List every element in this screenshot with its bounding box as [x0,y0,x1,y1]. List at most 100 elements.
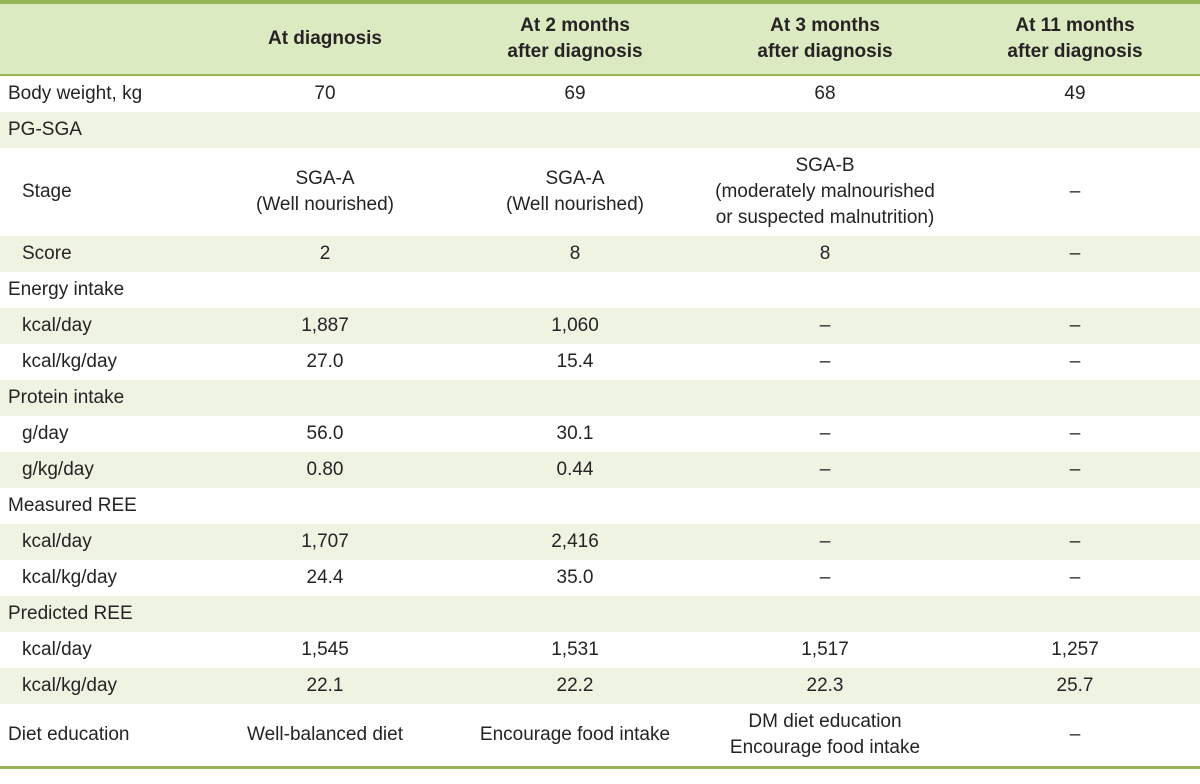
row-label: Score [22,243,72,264]
row-label: kcal/kg/day [22,675,118,696]
table-row: kcal/day 1,707 2,416 – – [0,524,1200,560]
data-cell: 69 [564,83,586,104]
section-row: PG-SGA [0,112,1200,148]
data-cell [200,272,450,308]
data-cell: DM diet education Encourage food intake [729,711,921,758]
data-cell: – [1069,181,1081,202]
table-row: kcal/kg/day 24.4 35.0 – – [0,560,1200,596]
table-row: Diet education Well-balanced diet Encourag… [0,704,1200,768]
data-cell [450,272,700,308]
data-cell [950,488,1200,524]
column-header-at-diagnosis: At diagnosis [200,2,450,75]
data-cell: Well-balanced diet [247,724,403,745]
data-cell: SGA-A (Well nourished) [506,168,644,215]
table-header-row: At diagnosis At 2 months after diagnosis… [0,2,1200,75]
table-row: kcal/day 1,887 1,060 – – [0,308,1200,344]
data-cell: – [1069,724,1081,745]
data-cell [700,488,950,524]
section-label: Measured REE [8,495,137,516]
row-label: Stage [22,181,72,202]
data-cell: – [819,531,831,552]
data-cell [700,112,950,148]
row-label: kcal/day [22,531,92,552]
data-cell: 30.1 [556,423,594,444]
data-cell: 1,060 [551,315,599,336]
data-cell: – [1069,351,1081,372]
data-cell: 1,531 [551,639,599,660]
data-cell [700,272,950,308]
data-cell: 1,707 [301,531,349,552]
section-label: Predicted REE [8,603,133,624]
data-cell: – [1069,243,1081,264]
data-cell: 2 [319,243,331,264]
data-cell: 1,257 [1051,639,1099,660]
row-label: kcal/day [22,639,92,660]
data-cell: 27.0 [306,351,344,372]
column-header-2-months: At 2 months after diagnosis [450,2,700,75]
column-header-11-months: At 11 months after diagnosis [950,2,1200,75]
data-cell [950,596,1200,632]
table-row: kcal/kg/day 27.0 15.4 – – [0,344,1200,380]
data-cell: 25.7 [1056,675,1094,696]
data-cell: 0.44 [556,459,594,480]
data-cell: – [819,459,831,480]
data-cell: 8 [569,243,581,264]
section-label: Energy intake [8,279,125,300]
data-cell: – [819,567,831,588]
section-row: Energy intake [0,272,1200,308]
data-cell: 0.80 [306,459,344,480]
data-cell [200,112,450,148]
section-label: PG-SGA [8,119,82,140]
data-cell: – [1069,567,1081,588]
column-header-3-months: At 3 months after diagnosis [700,2,950,75]
data-cell: 22.1 [306,675,344,696]
row-label: Body weight, kg [8,83,143,104]
data-cell: 8 [819,243,831,264]
data-cell: 49 [1064,83,1086,104]
data-cell: – [1069,315,1081,336]
data-cell [700,380,950,416]
row-label: kcal/kg/day [22,351,118,372]
data-cell: – [1069,531,1081,552]
section-row: Protein intake [0,380,1200,416]
row-label: Diet education [8,724,130,745]
data-cell: 35.0 [556,567,594,588]
data-cell: – [1069,459,1081,480]
bottom-spacer [0,769,1200,780]
data-cell: 1,545 [301,639,349,660]
table-row: Body weight, kg 70 69 68 49 [0,75,1200,112]
table-row: Score 2 8 8 – [0,236,1200,272]
table-body: Body weight, kg 70 69 68 49 PG-SGA Stage SGA-A … [0,75,1200,768]
table-row: g/kg/day 0.80 0.44 – – [0,452,1200,488]
data-cell [200,488,450,524]
data-cell: 24.4 [306,567,344,588]
data-cell: 1,887 [301,315,349,336]
section-row: Predicted REE [0,596,1200,632]
data-cell: SGA-B (moderately malnourished or suspec… [715,155,935,228]
data-cell: – [1069,423,1081,444]
column-header-empty [0,2,200,75]
row-label: g/day [22,423,69,444]
data-cell [450,488,700,524]
data-cell: Encourage food intake [479,724,671,745]
data-cell: 70 [314,83,336,104]
data-cell [950,112,1200,148]
table-row: kcal/kg/day 22.1 22.2 22.3 25.7 [0,668,1200,704]
table-row: Stage SGA-A (Well nourished) SGA-A (Well n… [0,148,1200,236]
data-cell [200,596,450,632]
data-cell [450,596,700,632]
section-row: Measured REE [0,488,1200,524]
row-label: kcal/day [22,315,92,336]
data-cell: – [819,423,831,444]
table-row: g/day 56.0 30.1 – – [0,416,1200,452]
data-cell [950,272,1200,308]
data-cell: – [819,315,831,336]
row-label: kcal/kg/day [22,567,118,588]
data-cell [950,380,1200,416]
data-cell: 22.2 [556,675,594,696]
data-cell [450,380,700,416]
data-cell [700,596,950,632]
data-cell: 56.0 [306,423,344,444]
data-cell: 68 [814,83,836,104]
